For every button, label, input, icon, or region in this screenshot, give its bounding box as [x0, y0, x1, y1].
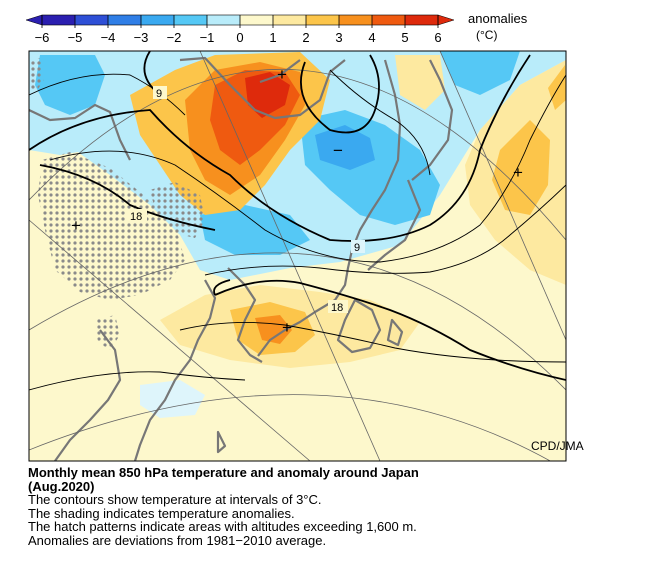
legend-unit: (°C) [476, 28, 498, 42]
caption-line-hatch: The hatch patterns indicate areas with a… [28, 519, 417, 534]
caption-line-baseline: Anomalies are deviations from 1981−2010 … [28, 532, 327, 548]
map-frame [28, 50, 567, 462]
colorbar-tick-label: −6 [35, 30, 50, 45]
cold-center-marker: − [333, 141, 343, 160]
warm-center-marker-east: + [513, 163, 523, 182]
high-altitude-hatch-small [95, 315, 120, 350]
colorbar-segment [339, 15, 373, 25]
cold-anomaly-center-core [315, 125, 375, 170]
colorbar-tick-label: −1 [200, 30, 215, 45]
legend-title: anomalies [468, 11, 528, 26]
colorbar-tick-label: −2 [167, 30, 182, 45]
anomaly-markers: + + + + − [71, 65, 523, 337]
colorbar-tick-label: 4 [368, 30, 375, 45]
high-altitude-hatch-tibet [38, 152, 185, 300]
cold-anomaly-mid [200, 205, 310, 255]
center-marker-west: + [71, 216, 81, 235]
contour-labels: 9 18 9 18 [127, 86, 365, 314]
contour-label-18-south: 18 [331, 302, 343, 314]
colorbar-tick-label: 6 [434, 30, 441, 45]
credit-label: CPD/JMA [531, 439, 584, 453]
high-altitude-hatch-far-west [29, 58, 44, 92]
cold-anomaly-northwest-core [35, 55, 105, 115]
colorbar-tick-label: 0 [236, 30, 243, 45]
colorbar-tick-label: 5 [401, 30, 408, 45]
anomaly-map: 9 18 9 18 + + + + − [28, 50, 567, 462]
colorbar-segment [273, 15, 307, 25]
colorbar-tick-label: −4 [101, 30, 116, 45]
warm-anomaly-south-peak [255, 315, 292, 344]
cold-anomaly-south [140, 380, 205, 418]
contour-label-9-north: 9 [156, 88, 162, 100]
caption-period: (Aug.2020) [28, 478, 95, 494]
colorbar-tick-label: −3 [134, 30, 149, 45]
cold-anomaly-northeast [440, 51, 520, 95]
colorbar-segment [405, 15, 439, 25]
contour-label-9-east: 9 [354, 242, 360, 254]
colorbar-segment [207, 15, 241, 25]
warm-anomaly-northeast [395, 55, 445, 110]
caption-title: Monthly mean 850 hPa temperature and ano… [28, 465, 419, 480]
coastlines [29, 56, 454, 461]
colorbar-segment [240, 15, 274, 25]
colorbar-tick-label: −5 [68, 30, 83, 45]
colorbar-tick-label: 2 [302, 30, 309, 45]
colorbar-ticks: −6 −5 −4 −3 −2 −1 0 1 2 3 4 5 6 [35, 15, 442, 45]
warm-anomaly-north-peak [245, 72, 290, 118]
warm-center-marker-north: + [277, 65, 287, 84]
warm-anomaly-east-spot [548, 65, 566, 110]
isotherms [29, 51, 566, 391]
colorbar-segment [372, 15, 406, 25]
warm-anomaly-east-core [492, 120, 550, 215]
caption-line-shading: The shading indicates temperature anomal… [28, 505, 295, 521]
colorbar-segment [75, 15, 109, 25]
colorbar-segment [108, 15, 142, 25]
colorbar-segment [306, 15, 340, 25]
colorbar-segments [25, 14, 455, 26]
graticule [29, 51, 566, 461]
caption-line-contours: The contours show temperature at interva… [28, 492, 322, 507]
colorbar-segment [42, 15, 76, 25]
warm-center-marker-south: + [282, 318, 292, 337]
colorbar-tick-label: 1 [269, 30, 276, 45]
contour-label-18-west: 18 [130, 211, 142, 223]
caption: Monthly mean 850 hPa temperature and ano… [28, 466, 628, 547]
colorbar-segment [174, 15, 208, 25]
colorbar-tick-label: 3 [335, 30, 342, 45]
colorbar: −6 −5 −4 −3 −2 −1 0 1 2 3 4 5 6 [25, 14, 455, 45]
colorbar-segment [141, 15, 175, 25]
